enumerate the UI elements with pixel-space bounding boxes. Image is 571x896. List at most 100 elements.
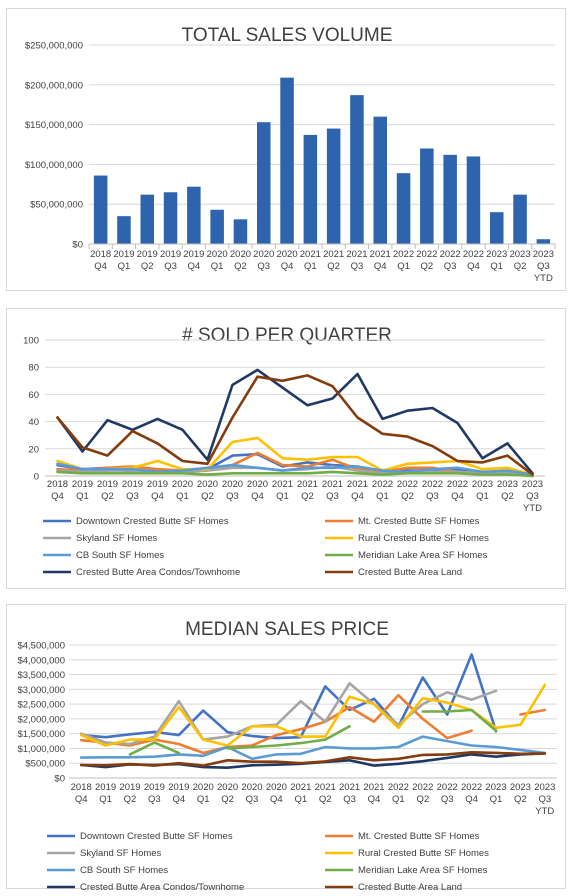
y-tick-label: $2,000,000	[17, 714, 65, 725]
x-tick-label: Q1	[490, 261, 503, 272]
bar	[187, 186, 201, 244]
x-tick-label: Q2	[124, 794, 137, 805]
x-tick-label: Q3	[326, 491, 339, 502]
x-tick-label: Q4	[51, 491, 64, 502]
series-line	[56, 462, 534, 476]
x-tick-label: Q4	[188, 261, 201, 272]
x-tick-label: 2021	[339, 782, 360, 793]
x-tick-label: Q4	[281, 261, 294, 272]
x-tick-label: 2022	[437, 782, 458, 793]
bar	[350, 95, 364, 244]
x-tick-label: Q2	[221, 794, 234, 805]
x-tick-label: Q2	[141, 261, 154, 272]
x-tick-label: Q1	[490, 794, 503, 805]
bar	[420, 148, 434, 244]
legend-label: Meridian Lake Area SF Homes	[358, 550, 488, 561]
series-line	[56, 436, 534, 476]
x-tick-label: Q1	[197, 794, 210, 805]
series-line	[79, 683, 547, 747]
bar	[210, 209, 224, 244]
bar	[513, 194, 527, 244]
series-line	[128, 708, 498, 756]
x-tick-label: 2022	[416, 249, 437, 260]
x-tick-label: 2020	[172, 479, 193, 490]
x-tick-label: 2023	[472, 479, 493, 490]
x-tick-label: Q3	[148, 794, 161, 805]
y-tick-label: $50,000,000	[30, 200, 83, 211]
legend-label: Mt. Crested Butte SF Homes	[358, 516, 480, 527]
median-sales-price-chart: MEDIAN SALES PRICE $0 $500,000 $1,000,000 $1…	[17, 619, 557, 890]
series-line	[56, 470, 534, 478]
series-line	[79, 735, 547, 761]
series-line	[56, 374, 534, 476]
x-tick-label: 2020	[222, 479, 243, 490]
x-tick-label: 2022	[461, 782, 482, 793]
x-tick-label: 2023	[522, 479, 543, 490]
y-tick-label: 100	[23, 336, 39, 347]
x-tick-label: Q1	[392, 794, 405, 805]
x-tick-label: Q3	[444, 261, 457, 272]
x-tick-label: 2019	[144, 782, 165, 793]
x-tick-label: Q4	[467, 261, 480, 272]
bar	[93, 175, 108, 244]
x-tick-label: 2020	[193, 782, 214, 793]
x-tick-label: Q4	[451, 491, 464, 502]
x-tick-label: Q1	[176, 491, 189, 502]
x-tick-label: Q1	[397, 261, 410, 272]
bar	[303, 134, 318, 244]
x-tick-label: 2023	[533, 249, 554, 260]
x-tick-label: Q3	[526, 491, 539, 502]
bar	[466, 156, 481, 244]
y-tick-label: 40	[28, 417, 39, 428]
bar	[489, 212, 504, 244]
x-tick-label: Q2	[301, 491, 314, 502]
x-tick-label: Q2	[421, 261, 434, 272]
series-line	[79, 682, 498, 746]
median-sales-price-panel: MEDIAN SALES PRICE $0 $500,000 $1,000,000 $1…	[6, 604, 566, 890]
y-tick-label: $2,500,000	[17, 700, 65, 711]
bar	[326, 128, 341, 244]
legend-label: Crested Butte Area Land	[358, 567, 462, 578]
x-tick-label: Q1	[294, 794, 307, 805]
y-tick-label: 60	[28, 390, 39, 401]
x-tick-label: Q4	[374, 261, 387, 272]
x-tick-label: Q2	[401, 491, 414, 502]
legend-label: Mt. Crested Butte SF Homes	[358, 831, 480, 842]
x-tick-label: 2020	[197, 479, 218, 490]
x-tick-label: Q1	[304, 261, 317, 272]
legend-label: Meridian Lake Area SF Homes	[358, 865, 488, 876]
x-tick-label: Q3	[246, 794, 259, 805]
x-tick-label: Q2	[514, 261, 527, 272]
y-tick-label: $1,500,000	[17, 729, 65, 740]
x-tick-label: 2019	[137, 249, 158, 260]
x-tick-label: Q3	[538, 794, 551, 805]
y-tick-label: $1,000,000	[17, 744, 65, 755]
legend-label: CB South SF Homes	[80, 865, 168, 876]
x-tick-label: 2021	[346, 249, 367, 260]
bar	[396, 173, 411, 244]
chart-title: TOTAL SALES VOLUME	[182, 25, 393, 46]
x-tick-label: Q3	[343, 794, 356, 805]
x-tick-label: 2022	[440, 249, 461, 260]
chart-title: # SOLD PER QUARTER	[182, 325, 392, 346]
x-tick-label: YTD	[534, 273, 553, 284]
series-line	[79, 693, 547, 755]
x-tick-label: Q4	[270, 794, 283, 805]
x-tick-label: Q2	[319, 794, 332, 805]
y-tick-label: $0	[72, 240, 83, 251]
x-tick-label: 2021	[297, 479, 318, 490]
x-tick-label: 2022	[447, 479, 468, 490]
x-tick-label: 2021	[363, 782, 384, 793]
x-tick-label: Q4	[351, 491, 364, 502]
legend-label: Rural Crested Butte SF Homes	[358, 533, 489, 544]
y-tick-label: 80	[28, 363, 39, 374]
chart-title: MEDIAN SALES PRICE	[185, 619, 389, 640]
x-tick-label: 2019	[119, 782, 140, 793]
x-tick-label: 2023	[485, 782, 506, 793]
x-tick-label: Q1	[476, 491, 489, 502]
x-tick-label: 2021	[272, 479, 293, 490]
legend-label: Downtown Crested Butte SF Homes	[80, 831, 233, 842]
x-tick-label: Q3	[537, 261, 550, 272]
x-tick-label: Q4	[368, 794, 381, 805]
x-tick-label: 2021	[300, 249, 321, 260]
